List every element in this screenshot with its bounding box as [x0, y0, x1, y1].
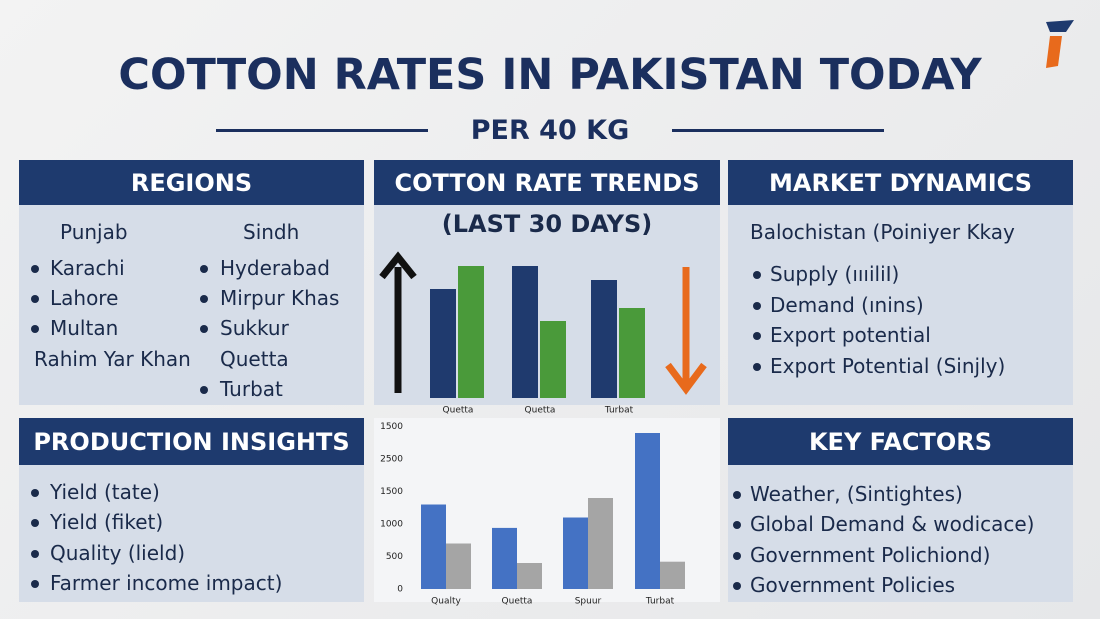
bullet — [200, 386, 208, 394]
text-line: Quality (lield) — [50, 541, 186, 565]
panel-header: MARKET DYNAMICS — [728, 160, 1073, 205]
bar — [421, 504, 446, 589]
up-arrow-head — [379, 251, 417, 280]
bar — [563, 517, 588, 589]
text-line: Government Policies — [750, 573, 956, 597]
text-line: Weather, (Sintightes) — [750, 482, 963, 506]
panel-header: REGIONS — [19, 160, 364, 205]
text-line: Farmer income impact) — [50, 571, 283, 595]
text-line: Demand (ınins) — [770, 293, 924, 317]
bullet — [200, 325, 208, 333]
bar — [430, 289, 456, 398]
text-line: Quetta — [220, 347, 289, 371]
trend-chart: Quetta Quetta Turbat — [379, 251, 707, 416]
bar — [635, 433, 660, 589]
text-line: Export potential — [770, 323, 931, 347]
text-line: Government Polichiond) — [750, 543, 991, 567]
bullet — [31, 295, 39, 303]
bar — [660, 561, 685, 589]
x-tick-label: Quetta — [502, 597, 533, 607]
text-line: Rahim Yar Khan — [34, 347, 191, 371]
text-line: Karachi — [50, 256, 125, 280]
panel-header: PRODUCTION INSIGHTS — [19, 418, 364, 465]
text-line: Supply (ıııiliI) — [770, 262, 900, 286]
bullet — [31, 580, 39, 588]
bullet — [753, 302, 761, 310]
bullet — [200, 295, 208, 303]
bar — [591, 280, 617, 398]
bar — [458, 266, 484, 398]
text-line: Yield (tate) — [50, 480, 160, 504]
x-tick-label: Turbat — [645, 597, 675, 607]
bullet — [31, 265, 39, 273]
page-title: COTTON RATES IN PAKISTAN TODAY — [118, 50, 982, 100]
bullet — [753, 332, 761, 340]
bullet — [733, 552, 741, 560]
x-tick-label: Spuur — [575, 597, 602, 607]
bullet — [733, 491, 741, 499]
text-line: Mirpur Khas — [220, 286, 340, 310]
y-tick-label: 0 — [397, 585, 403, 595]
down-arrow-head — [665, 362, 707, 395]
bullet — [733, 521, 741, 529]
chart-subtitle: (LAST 30 DAYS) — [441, 210, 653, 238]
bullet — [31, 519, 39, 527]
bar — [446, 543, 471, 589]
text-line: Yield (fiket) — [50, 510, 164, 534]
text-line: Sukkur — [220, 316, 289, 340]
text-line: Sindh — [243, 220, 300, 244]
x-tick-label: Quetta — [525, 406, 556, 416]
rule — [216, 129, 428, 132]
bullet — [31, 489, 39, 497]
x-tick-label: Qualty — [431, 597, 461, 607]
y-tick-label: 500 — [386, 552, 403, 562]
text-line: Export Potential (Sinjly) — [770, 354, 1006, 378]
panel-header: KEY FACTORS — [728, 418, 1073, 465]
bar — [517, 563, 542, 589]
logo — [1046, 20, 1074, 68]
bar — [492, 527, 517, 589]
bar — [588, 498, 613, 589]
bullet — [753, 271, 761, 279]
x-tick-label: Quetta — [443, 406, 474, 416]
y-tick-label: 1000 — [380, 520, 403, 530]
text-line: Turbat — [220, 377, 283, 401]
x-tick-label: Turbat — [604, 406, 634, 416]
panel-header: COTTON RATE TRENDS — [374, 160, 720, 205]
bar — [619, 308, 645, 398]
bullet — [753, 363, 761, 371]
bar — [540, 321, 566, 398]
y-tick-label: 1500 — [380, 422, 403, 432]
text-line: Balochistan (Poiniyer Kkay — [750, 220, 1015, 244]
bullet — [200, 265, 208, 273]
text-line: Global Demand & wodicace) — [750, 512, 1035, 536]
y-tick-label: 1500 — [380, 487, 403, 497]
bar-chart: 1500 2500 1500 1000 500 0 Qualty Quetta Spuur Tur… — [380, 422, 685, 607]
rule — [672, 129, 884, 132]
y-tick-label: 2500 — [380, 455, 403, 465]
bullet — [31, 325, 39, 333]
text-line: Hyderabad — [220, 256, 330, 280]
bar — [512, 266, 538, 398]
text-line: Multan — [50, 316, 119, 340]
page-subtitle: PER 40 KG — [470, 115, 630, 146]
bullet — [31, 550, 39, 558]
bullet — [733, 582, 741, 590]
text-line: Lahore — [50, 286, 119, 310]
text-line: Punjab — [60, 220, 128, 244]
